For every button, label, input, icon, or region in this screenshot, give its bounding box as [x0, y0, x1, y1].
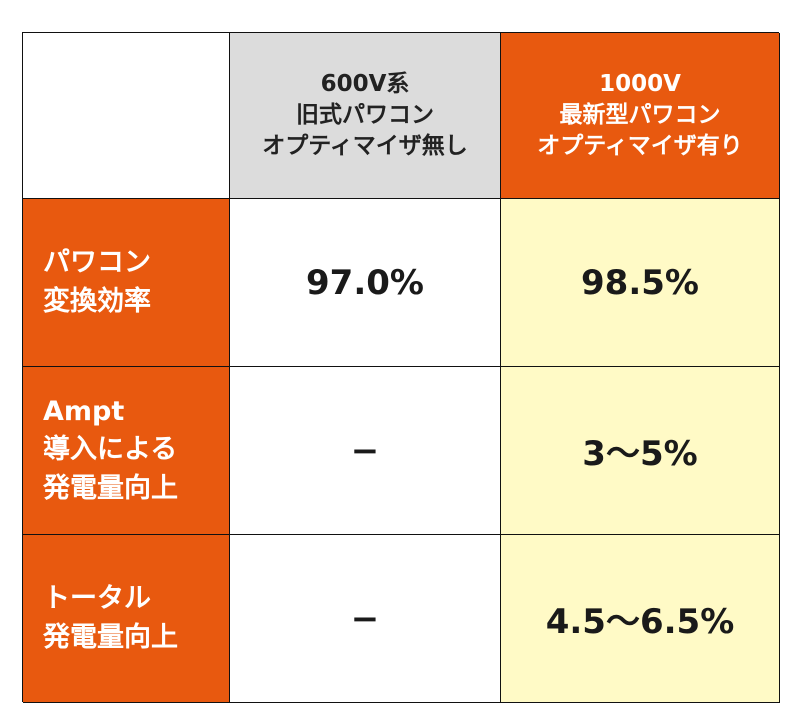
value-old-total-gain: −: [230, 535, 501, 703]
row-header-total-gain: トータル 発電量向上: [23, 535, 230, 703]
cell-value: −: [350, 430, 380, 471]
header-new-system: 1000V 最新型パワコン オプティマイザ有り: [501, 33, 780, 199]
row-header-conversion-efficiency: パワコン 変換効率: [23, 199, 230, 367]
cell-value: −: [350, 598, 380, 639]
cell-value: 4.5〜6.5%: [545, 602, 735, 642]
comparison-table: 600V系 旧式パワコン オプティマイザ無し 1000V 最新型パワコン オプテ…: [22, 32, 780, 703]
value-new-conversion-efficiency: 98.5%: [501, 199, 780, 367]
row-label: パワコン 変換効率: [43, 247, 151, 317]
header-old-system-label: 600V系 旧式パワコン オプティマイザ無し: [262, 70, 468, 160]
row-label: Ampt 導入による 発電量向上: [43, 396, 178, 504]
cell-value: 98.5%: [581, 262, 699, 303]
value-new-ampt-gain: 3〜5%: [501, 367, 780, 535]
header-new-system-label: 1000V 最新型パワコン オプティマイザ有り: [537, 70, 743, 160]
header-old-system: 600V系 旧式パワコン オプティマイザ無し: [230, 33, 501, 199]
value-new-total-gain: 4.5〜6.5%: [501, 535, 780, 703]
row-label: トータル 発電量向上: [43, 583, 178, 653]
cell-value: 3〜5%: [582, 434, 698, 474]
row-header-ampt-gain: Ampt 導入による 発電量向上: [23, 367, 230, 535]
value-old-ampt-gain: −: [230, 367, 501, 535]
cell-value: 97.0%: [306, 262, 424, 303]
value-old-conversion-efficiency: 97.0%: [230, 199, 501, 367]
corner-cell: [23, 33, 230, 199]
